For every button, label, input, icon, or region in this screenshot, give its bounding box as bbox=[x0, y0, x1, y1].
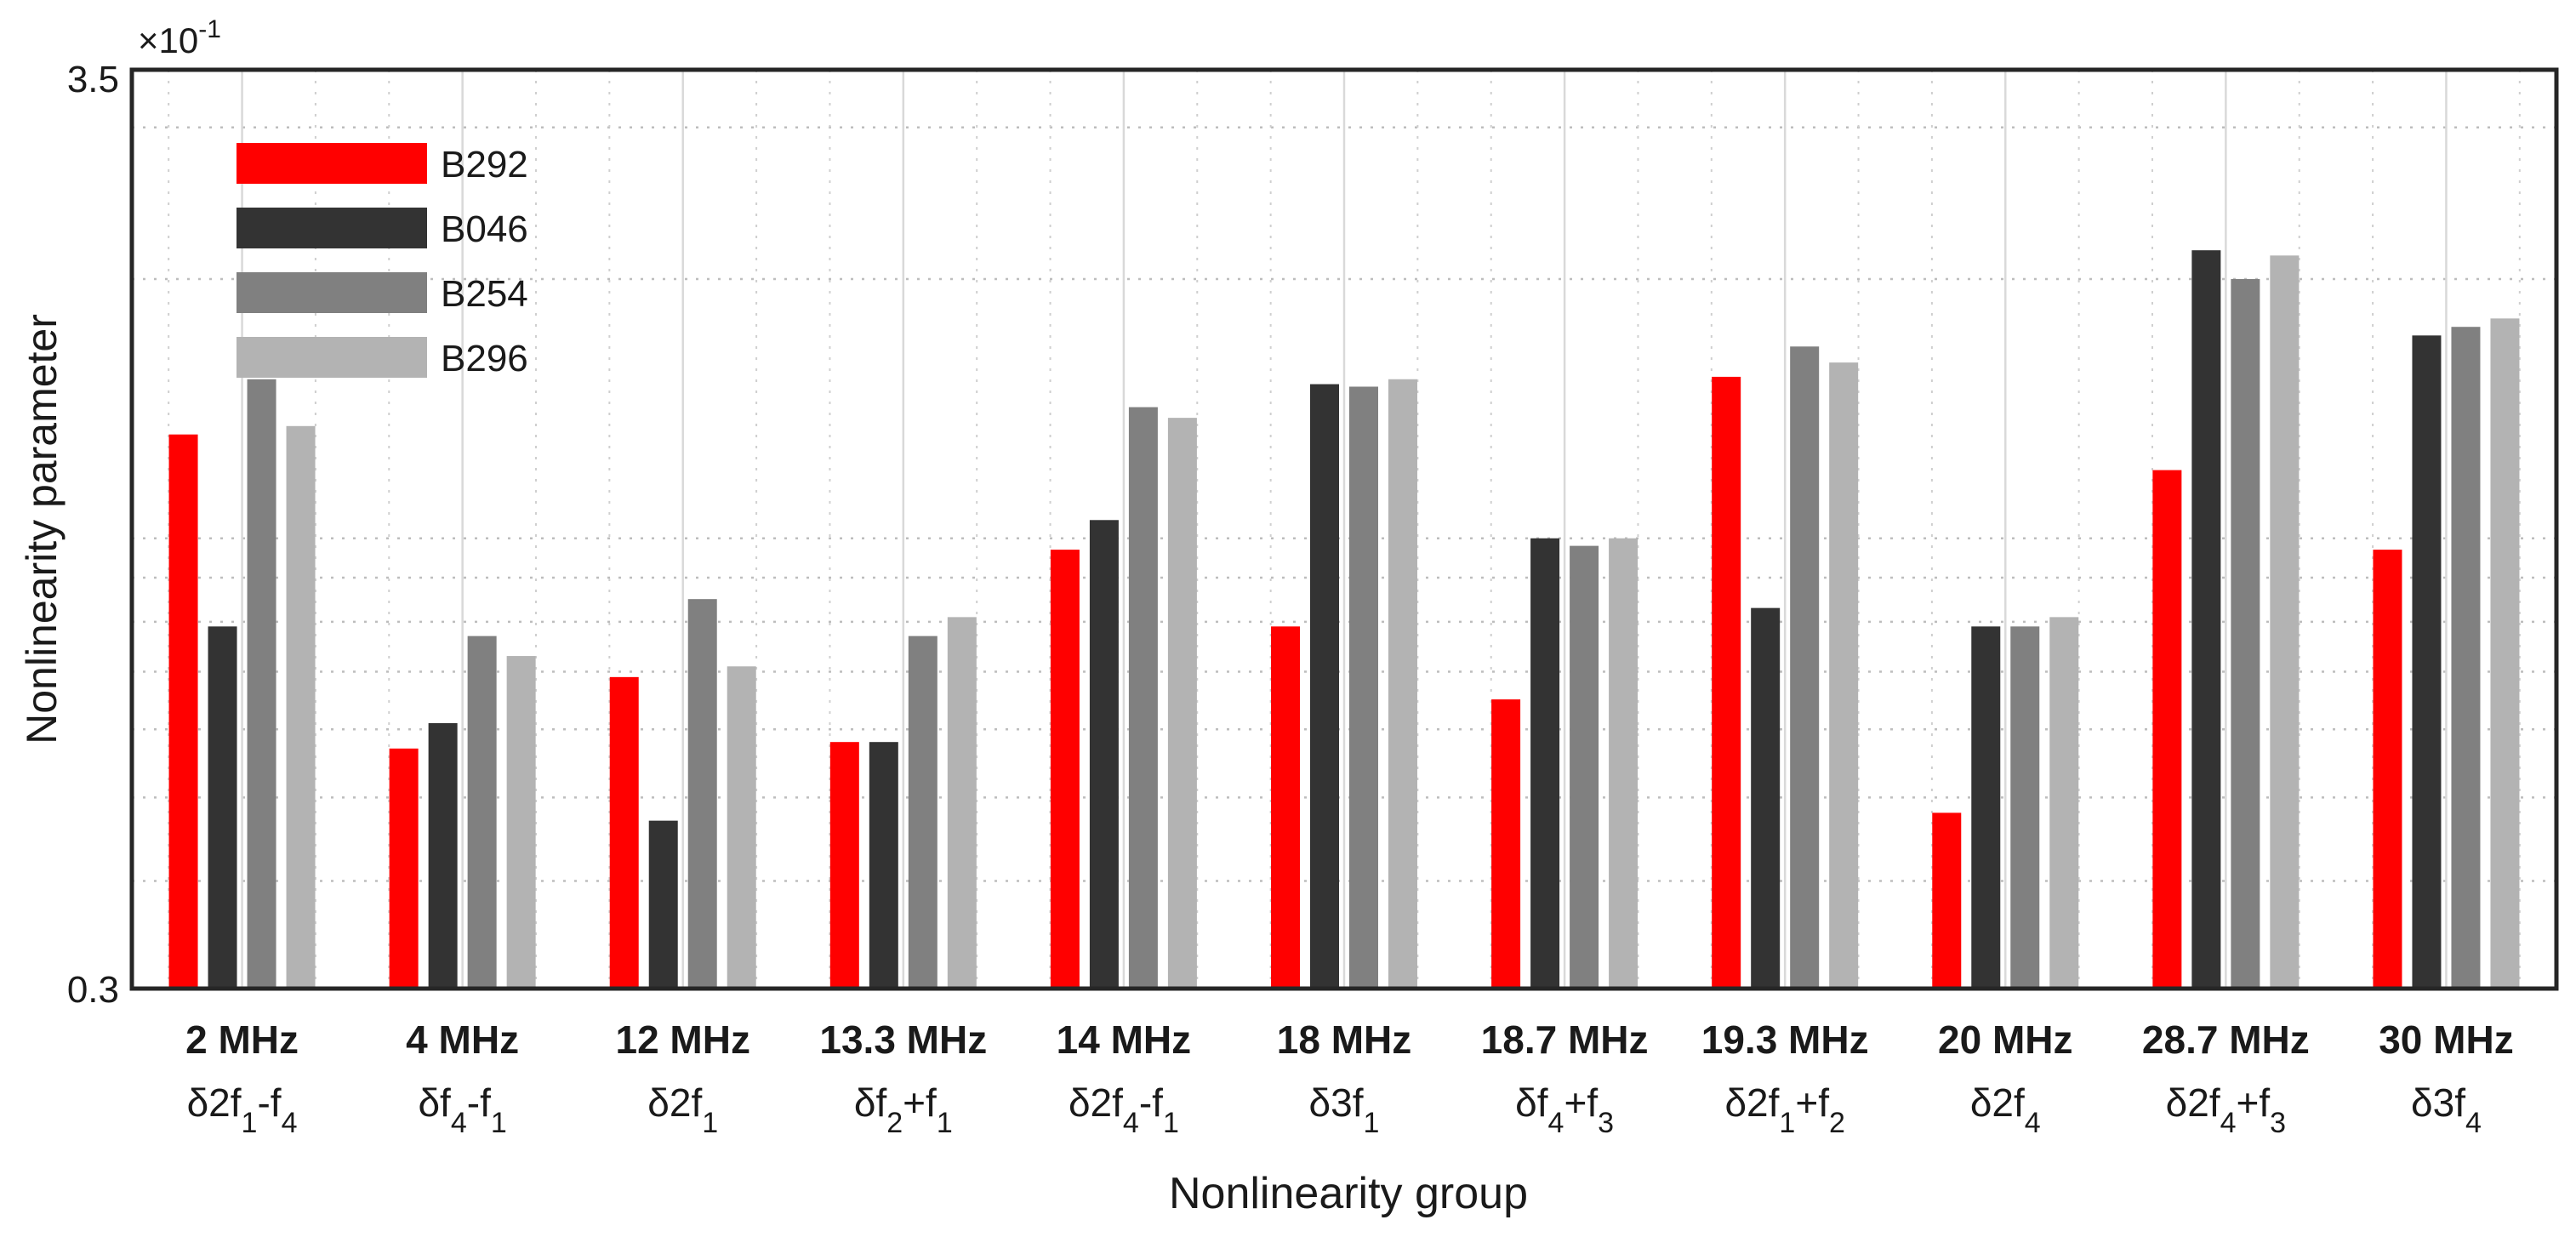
bar-b296-8 bbox=[2049, 617, 2079, 989]
bar-b254-10 bbox=[2451, 327, 2481, 989]
x-tick-label: 18 MHz bbox=[1277, 1018, 1411, 1062]
bar-b046-9 bbox=[2191, 250, 2221, 989]
x-tick-sublabel: δ2f1+f2 bbox=[1724, 1080, 1844, 1139]
x-axis: 2 MHz δ2f1-f4 4 MHz δf4-f1 12 MHz δ2f1 13.3 MH… bbox=[185, 1018, 2514, 1139]
y-exponent: ×10-1 bbox=[138, 15, 221, 60]
legend-swatch-b292 bbox=[237, 143, 427, 184]
bar-b296-6 bbox=[1609, 538, 1638, 989]
bar-b292-3 bbox=[829, 742, 859, 989]
x-tick-label: 13.3 MHz bbox=[819, 1018, 987, 1062]
legend-label-b254: B254 bbox=[441, 273, 528, 315]
x-tick-sublabel: δ2f1-f4 bbox=[187, 1080, 298, 1139]
x-tick-label: 28.7 MHz bbox=[2142, 1018, 2310, 1062]
bar-b254-4 bbox=[1128, 407, 1158, 989]
bar-b296-3 bbox=[947, 617, 977, 989]
bar-b292-9 bbox=[2152, 470, 2182, 989]
legend-swatch-b296 bbox=[237, 337, 427, 378]
bar-b292-7 bbox=[1712, 376, 1741, 989]
bar-b254-0 bbox=[247, 379, 276, 989]
bar-b254-9 bbox=[2231, 279, 2260, 989]
bar-b254-5 bbox=[1349, 386, 1378, 989]
bar-b292-5 bbox=[1271, 626, 1300, 989]
bar-b046-0 bbox=[208, 626, 237, 989]
x-tick-label: 18.7 MHz bbox=[1481, 1018, 1649, 1062]
bar-b046-3 bbox=[869, 742, 898, 989]
x-tick-sublabel: δ3f1 bbox=[1309, 1080, 1380, 1139]
bar-b292-6 bbox=[1491, 699, 1521, 989]
bar-b254-3 bbox=[908, 636, 938, 989]
bar-b296-1 bbox=[506, 656, 536, 989]
bar-b046-1 bbox=[428, 723, 458, 989]
bar-b254-2 bbox=[687, 599, 717, 989]
x-tick-sublabel: δ2f4-f1 bbox=[1069, 1080, 1179, 1139]
x-axis-label: Nonlinearity group bbox=[1169, 1169, 1528, 1218]
bar-b046-8 bbox=[1971, 626, 2001, 989]
legend-label-b292: B292 bbox=[441, 144, 528, 185]
bar-b254-7 bbox=[1790, 346, 1820, 989]
x-tick-sublabel: δf2+f1 bbox=[854, 1080, 953, 1139]
bar-b046-10 bbox=[2412, 335, 2442, 989]
y-axis: ×10-1 3.5 0.3 Nonlinearity parameter bbox=[18, 15, 221, 1011]
bar-b292-10 bbox=[2373, 550, 2402, 989]
x-tick-sublabel: δ2f4+f3 bbox=[2166, 1080, 2286, 1139]
x-tick-label: 30 MHz bbox=[2379, 1018, 2513, 1062]
x-tick-label: 12 MHz bbox=[615, 1018, 749, 1062]
bar-b046-5 bbox=[1310, 384, 1339, 989]
bar-b046-6 bbox=[1530, 538, 1560, 989]
legend: B292 B046 B254 B296 bbox=[237, 143, 528, 379]
x-tick-label: 19.3 MHz bbox=[1701, 1018, 1869, 1062]
x-tick-label: 20 MHz bbox=[1938, 1018, 2072, 1062]
bar-b046-2 bbox=[648, 820, 678, 989]
bar-b292-4 bbox=[1050, 550, 1080, 989]
x-tick-sublabel: δ2f4 bbox=[1970, 1080, 2041, 1139]
bar-b296-9 bbox=[2270, 255, 2300, 989]
x-tick-label: 2 MHz bbox=[185, 1018, 299, 1062]
bar-b292-2 bbox=[609, 676, 639, 989]
legend-swatch-b046 bbox=[237, 208, 427, 248]
bar-b296-7 bbox=[1829, 362, 1859, 989]
bar-b296-10 bbox=[2490, 318, 2520, 989]
x-tick-label: 14 MHz bbox=[1057, 1018, 1191, 1062]
x-tick-sublabel: δ3f4 bbox=[2411, 1080, 2482, 1139]
bar-b292-8 bbox=[1932, 812, 1962, 989]
grid-lines bbox=[132, 70, 2556, 990]
x-tick-sublabel: δf4+f3 bbox=[1515, 1080, 1614, 1139]
bar-b046-4 bbox=[1089, 520, 1119, 989]
plot-frame bbox=[129, 67, 2559, 991]
bar-b296-4 bbox=[1167, 418, 1197, 989]
legend-label-b296: B296 bbox=[441, 338, 528, 379]
y-axis-label: Nonlinearity parameter bbox=[18, 314, 66, 744]
x-tick-label: 4 MHz bbox=[406, 1018, 519, 1062]
legend-swatch-b254 bbox=[237, 272, 427, 313]
bar-b296-5 bbox=[1388, 379, 1417, 989]
x-tick-sublabel: δf4-f1 bbox=[418, 1080, 506, 1139]
y-tick-label-bottom: 0.3 bbox=[67, 969, 119, 1011]
bar-b254-1 bbox=[467, 636, 497, 989]
bar-b046-7 bbox=[1751, 607, 1781, 989]
bar-b254-8 bbox=[2010, 626, 2040, 989]
y-tick-label-top: 3.5 bbox=[67, 59, 119, 100]
bar-b296-2 bbox=[727, 666, 756, 989]
bars bbox=[168, 250, 2520, 989]
x-tick-sublabel: δ2f1 bbox=[647, 1080, 718, 1139]
bar-b254-6 bbox=[1570, 545, 1599, 989]
bar-b296-0 bbox=[286, 425, 316, 989]
bar-b292-1 bbox=[389, 748, 419, 989]
bar-b292-0 bbox=[168, 434, 198, 989]
legend-label-b046: B046 bbox=[441, 208, 528, 250]
